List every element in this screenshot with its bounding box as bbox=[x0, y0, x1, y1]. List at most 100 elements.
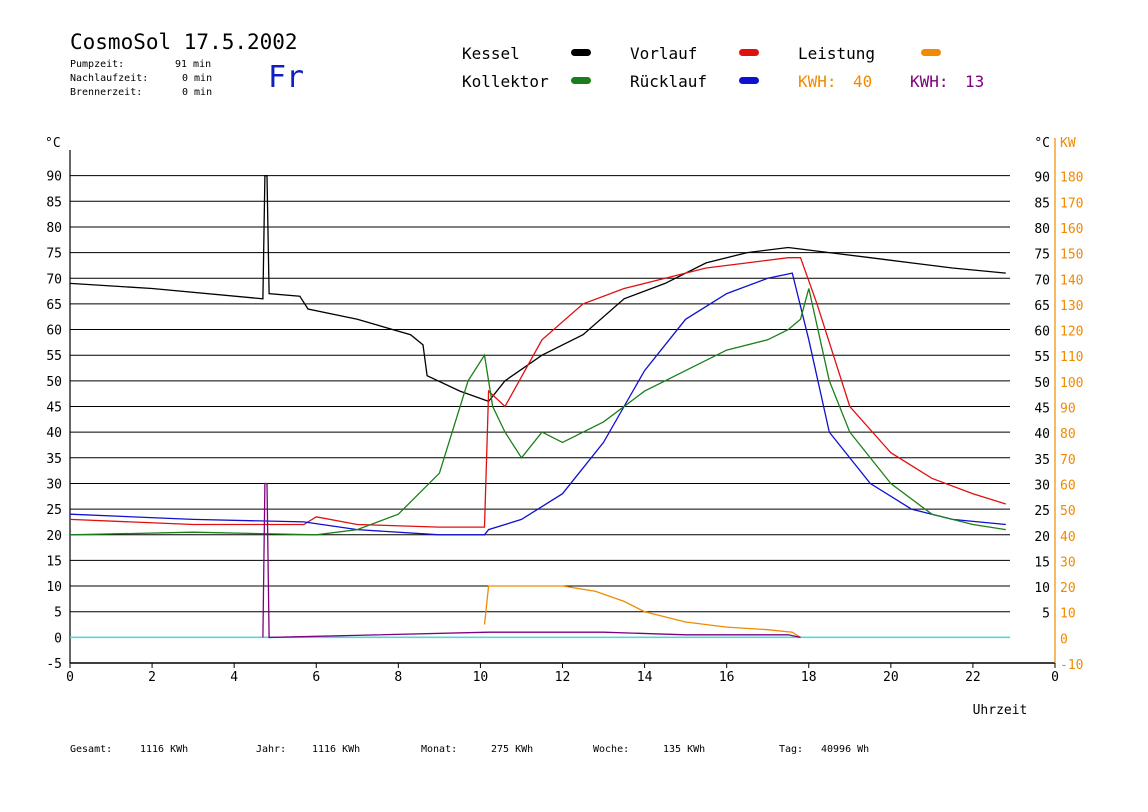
legend-kessel-label: Kessel bbox=[462, 44, 520, 63]
y-axis-unit-right-kw: KW bbox=[1060, 136, 1076, 151]
y-tick-label-left: 25 bbox=[46, 503, 62, 518]
y-tick-label-right-kw: 30 bbox=[1060, 555, 1076, 570]
y-tick-label-right-kw: 0 bbox=[1060, 632, 1068, 647]
y-tick-label-right-kw: -10 bbox=[1060, 658, 1083, 673]
legend-kwh1-label: KWH: bbox=[798, 72, 837, 91]
footer-gesamt-value: 1116 KWh bbox=[140, 744, 189, 755]
y-axis-unit-left: °C bbox=[45, 136, 61, 151]
y-tick-label-right-kw: 160 bbox=[1060, 222, 1083, 237]
series-line-leistung bbox=[483, 585, 801, 638]
y-tick-label-right-c: 85 bbox=[1034, 196, 1050, 211]
legend-vorlauf-label: Vorlauf bbox=[630, 44, 698, 63]
y-tick-label-right-c: 65 bbox=[1034, 299, 1050, 314]
y-tick-label-left: 85 bbox=[46, 195, 62, 210]
y-tick-label-right-kw: 20 bbox=[1060, 581, 1076, 596]
y-axis-unit-right-c: °C bbox=[1034, 136, 1050, 151]
stat-nachlaufzeit-value: 0 min bbox=[182, 73, 213, 84]
y-tick-label-left: 50 bbox=[46, 375, 62, 390]
series-line-ruecklauf bbox=[69, 272, 1006, 536]
legend-kwh1-value: 40 bbox=[853, 72, 873, 91]
y-tick-label-left: 45 bbox=[46, 401, 62, 416]
y-tick-label-right-kw: 170 bbox=[1060, 196, 1083, 211]
y-tick-label-right-kw: 90 bbox=[1060, 402, 1076, 417]
footer-monat-value: 275 KWh bbox=[491, 744, 534, 755]
x-tick-label: 6 bbox=[312, 670, 320, 685]
stat-nachlaufzeit-label: Nachlaufzeit: bbox=[70, 73, 149, 84]
x-tick-label: 0 bbox=[66, 670, 74, 685]
y-tick-label-left: -5 bbox=[46, 657, 62, 672]
stat-pumpzeit-label: Pumpzeit: bbox=[70, 59, 125, 70]
y-tick-label-right-c: 20 bbox=[1034, 530, 1050, 545]
x-tick-label: 16 bbox=[719, 670, 735, 685]
y-tick-label-right-c: 45 bbox=[1034, 402, 1050, 417]
footer-monat-label: Monat: bbox=[421, 744, 458, 755]
legend-vorlauf-swatch bbox=[739, 49, 759, 56]
y-tick-label-left: 80 bbox=[46, 221, 62, 236]
y-tick-label-right-c: 90 bbox=[1034, 171, 1050, 186]
y-tick-label-right-c: 55 bbox=[1034, 350, 1050, 365]
day-of-week: Fr bbox=[268, 60, 305, 95]
legend-ruecklauf-label: Rücklauf bbox=[630, 72, 708, 91]
y-tick-label-right-kw: 60 bbox=[1060, 478, 1076, 493]
y-tick-label-left: 70 bbox=[46, 272, 62, 287]
x-tick-label: 4 bbox=[230, 670, 238, 685]
y-tick-label-right-c: 30 bbox=[1034, 478, 1050, 493]
y-tick-label-right-c: 50 bbox=[1034, 376, 1050, 391]
y-tick-label-right-kw: 40 bbox=[1060, 530, 1076, 545]
y-tick-label-left: 5 bbox=[54, 606, 62, 621]
legend-kollektor-label: Kollektor bbox=[462, 72, 549, 91]
y-tick-label-right-kw: 50 bbox=[1060, 504, 1076, 519]
footer-tag-value: 40996 Wh bbox=[821, 744, 870, 755]
x-tick-label: 22 bbox=[965, 670, 981, 685]
y-tick-label-right-kw: 140 bbox=[1060, 273, 1083, 288]
x-tick-label: 0 bbox=[1051, 670, 1059, 685]
y-tick-label-right-c: 60 bbox=[1034, 325, 1050, 340]
legend-ruecklauf-swatch bbox=[739, 77, 759, 84]
y-tick-label-left: 10 bbox=[46, 580, 62, 595]
y-tick-label-left: 40 bbox=[46, 426, 62, 441]
legend-kessel-swatch bbox=[571, 49, 591, 56]
y-tick-label-left: 20 bbox=[46, 529, 62, 544]
legend-kwh2-value: 13 bbox=[965, 72, 985, 91]
y-tick-label-right-c: 80 bbox=[1034, 222, 1050, 237]
stat-brennerzeit-label: Brennerzeit: bbox=[70, 87, 143, 98]
y-tick-label-left: 60 bbox=[46, 324, 62, 339]
x-tick-label: 10 bbox=[473, 670, 489, 685]
y-tick-label-right-kw: 100 bbox=[1060, 376, 1083, 391]
y-tick-label-right-kw: 10 bbox=[1060, 607, 1076, 622]
footer-jahr-value: 1116 KWh bbox=[312, 744, 361, 755]
y-tick-label-left: 0 bbox=[54, 631, 62, 646]
y-tick-label-right-c: 70 bbox=[1034, 273, 1050, 288]
y-tick-label-left: 75 bbox=[46, 247, 62, 262]
y-tick-label-left: 30 bbox=[46, 477, 62, 492]
y-tick-label-right-c: 40 bbox=[1034, 427, 1050, 442]
y-tick-label-right-c: 5 bbox=[1042, 607, 1050, 622]
series-line-kessel bbox=[69, 175, 1006, 403]
y-tick-label-left: 35 bbox=[46, 452, 62, 467]
y-tick-label-right-c: 25 bbox=[1034, 504, 1050, 519]
legend-kollektor-swatch bbox=[571, 77, 591, 84]
legend-leistung-swatch bbox=[921, 49, 941, 56]
x-tick-label: 12 bbox=[555, 670, 571, 685]
x-tick-label: 14 bbox=[637, 670, 653, 685]
footer-tag-label: Tag: bbox=[779, 744, 804, 755]
y-tick-label-left: 55 bbox=[46, 349, 62, 364]
legend-leistung-label: Leistung bbox=[798, 44, 876, 63]
y-tick-label-right-kw: 110 bbox=[1060, 350, 1083, 365]
y-tick-label-right-c: 35 bbox=[1034, 453, 1050, 468]
footer-woche-label: Woche: bbox=[593, 744, 630, 755]
y-tick-label-right-c: 15 bbox=[1034, 555, 1050, 570]
footer-jahr-label: Jahr: bbox=[256, 744, 287, 755]
series-line-kwh2 bbox=[262, 482, 801, 639]
stat-brennerzeit-value: 0 min bbox=[182, 87, 213, 98]
x-axis-label: Uhrzeit bbox=[973, 703, 1028, 718]
stat-pumpzeit-value: 91 min bbox=[175, 59, 212, 70]
footer-gesamt-label: Gesamt: bbox=[70, 744, 113, 755]
y-tick-label-left: 90 bbox=[46, 170, 62, 185]
x-tick-label: 18 bbox=[801, 670, 817, 685]
y-tick-label-right-c: 75 bbox=[1034, 248, 1050, 263]
footer-woche-value: 135 KWh bbox=[663, 744, 706, 755]
y-tick-label-right-kw: 130 bbox=[1060, 299, 1083, 314]
y-tick-label-right-kw: 150 bbox=[1060, 248, 1083, 263]
